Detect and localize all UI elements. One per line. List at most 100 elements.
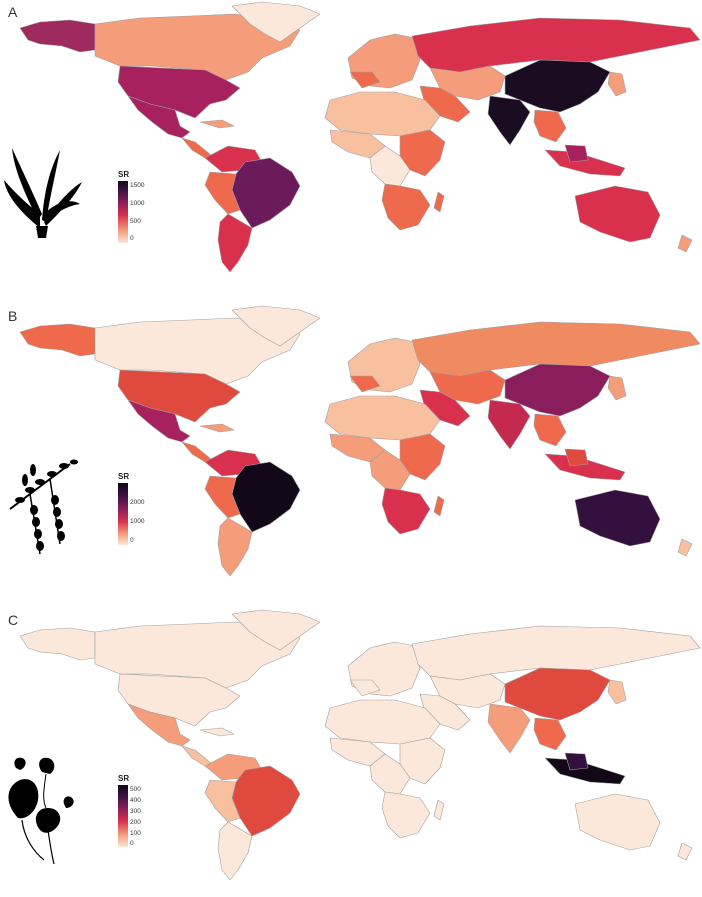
color-legend: SR 1500 1000 500 0 [118, 170, 178, 250]
region-caribbean [199, 423, 235, 433]
region-se-asia [533, 109, 567, 143]
region-canada [94, 13, 301, 81]
world-map-b [9, 305, 701, 577]
region-central-africa [369, 753, 411, 795]
panel-c: C SR 500 400 300 200 100 0 [0, 608, 702, 897]
legend-tick: 500 [130, 786, 141, 793]
region-new-zealand [677, 234, 693, 253]
region-alaska [19, 323, 96, 357]
legend-title: SR [118, 170, 130, 179]
region-central-africa [369, 145, 411, 187]
color-legend: SR 2000 1000 0 [118, 472, 178, 552]
legend-title: SR [118, 774, 130, 783]
region-europe-south [349, 375, 381, 393]
region-greenland [231, 305, 321, 347]
region-greenland [231, 609, 321, 651]
legend-title: SR [118, 472, 130, 481]
region-southern-africa [381, 487, 431, 535]
region-central-america [181, 745, 213, 767]
monocot-plant-icon [4, 148, 82, 238]
region-australia [574, 185, 661, 243]
region-central-america [181, 137, 213, 159]
legend-tick: 1000 [130, 518, 145, 525]
region-canada [94, 317, 301, 385]
region-se-asia [533, 413, 567, 447]
region-china [504, 363, 611, 417]
region-alaska [19, 19, 96, 53]
legend-tick: 0 [130, 840, 134, 847]
legend-tick: 1500 [130, 182, 145, 189]
legend-colorbar [118, 785, 128, 847]
region-madagascar [433, 495, 445, 517]
region-china [504, 59, 611, 113]
region-brazil [231, 765, 301, 837]
region-north-africa [324, 699, 441, 745]
region-central-america [181, 441, 213, 463]
region-china [504, 667, 611, 721]
region-greenland [231, 1, 321, 43]
panel-label: B [8, 308, 18, 324]
legend-colorbar [118, 181, 128, 243]
legend-tick: 200 [130, 819, 141, 826]
region-india [487, 95, 531, 146]
region-madagascar [433, 191, 445, 213]
region-new-zealand [677, 538, 693, 557]
panel-b: B SR 2000 1000 0 [0, 304, 702, 594]
region-borneo [564, 144, 589, 163]
legend-colorbar [118, 483, 128, 545]
region-andes [204, 171, 241, 215]
legend-tick: 1000 [130, 200, 145, 207]
region-southern-africa [381, 791, 431, 839]
region-japan [607, 679, 627, 705]
panel-label: A [8, 4, 18, 20]
region-australia [574, 793, 661, 851]
region-north-africa [324, 395, 441, 441]
legume-branch-icon [9, 459, 78, 555]
legend-tick: 0 [130, 537, 134, 544]
region-southern-africa [381, 183, 431, 231]
legend-tick: 400 [130, 797, 141, 804]
region-new-zealand [677, 842, 693, 861]
region-usa [117, 369, 241, 423]
region-north-africa [324, 91, 441, 137]
legend-tick: 500 [130, 218, 141, 225]
region-brazil [231, 461, 301, 533]
region-caribbean [199, 727, 235, 737]
region-europe-south [349, 679, 381, 697]
region-mexico [127, 399, 191, 443]
legend-tick: 100 [130, 830, 141, 837]
region-india [487, 399, 531, 450]
region-andes [204, 779, 241, 823]
region-mexico [127, 703, 191, 747]
region-andes [204, 475, 241, 519]
region-central-africa [369, 449, 411, 491]
region-se-asia [533, 717, 567, 751]
region-australia [574, 489, 661, 547]
region-southern-cone [217, 213, 253, 273]
region-brazil [231, 157, 301, 229]
region-borneo [564, 752, 589, 771]
region-india [487, 703, 531, 754]
color-legend: SR 500 400 300 200 100 0 [118, 774, 178, 854]
legend-tick: 2000 [130, 499, 145, 506]
world-map-c [8, 609, 701, 881]
panel-label: C [8, 612, 19, 628]
region-europe-south [349, 71, 381, 89]
panel-a: A SR 1500 1000 500 0 [0, 0, 702, 290]
region-usa [117, 673, 241, 727]
region-japan [607, 71, 627, 97]
region-japan [607, 375, 627, 401]
region-caribbean [199, 119, 235, 129]
region-borneo [564, 448, 589, 467]
region-canada [94, 621, 301, 689]
world-map-a [4, 1, 701, 273]
region-southern-cone [217, 517, 253, 577]
climbing-plant-icon [8, 757, 74, 865]
region-mexico [127, 95, 191, 139]
region-madagascar [433, 799, 445, 821]
legend-tick: 0 [130, 235, 134, 242]
region-usa [117, 65, 241, 119]
region-southern-cone [217, 821, 253, 881]
region-alaska [19, 627, 96, 661]
legend-tick: 300 [130, 808, 141, 815]
